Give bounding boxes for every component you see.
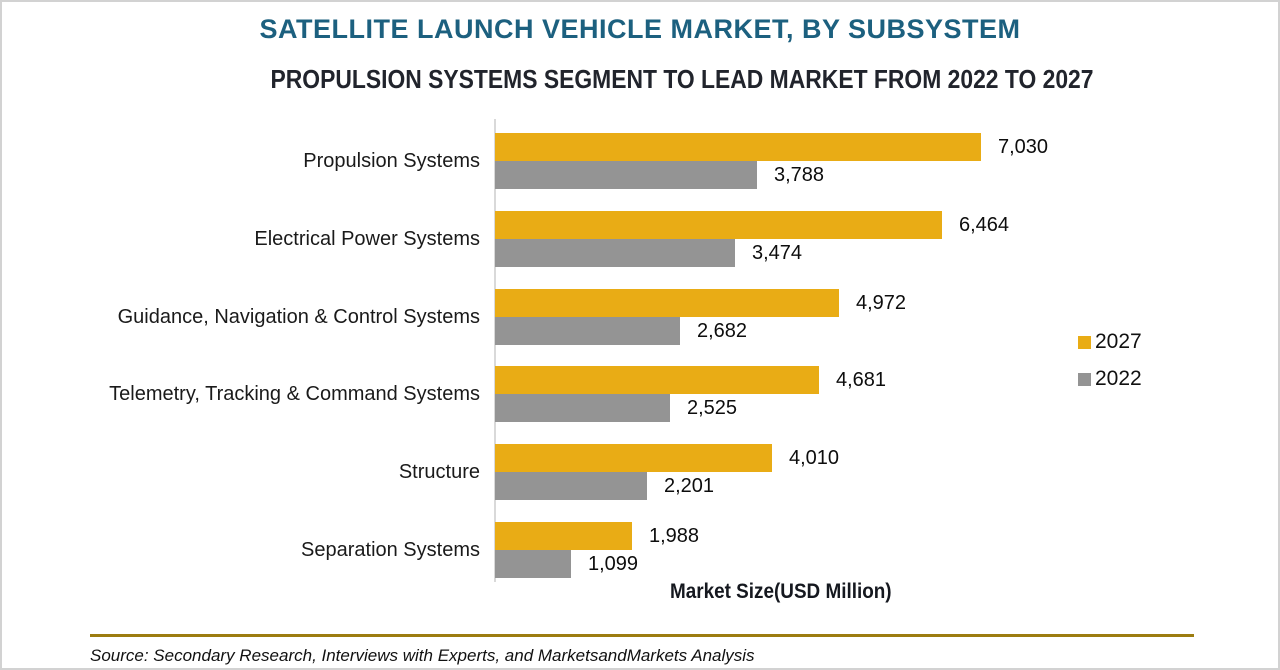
divider-line (90, 634, 1194, 637)
y-axis-line (494, 119, 496, 582)
source-note: Source: Secondary Research, Interviews w… (90, 646, 755, 665)
legend-swatch-2027 (1078, 335, 1091, 349)
x-axis-label: Market Size(USD Million) (670, 580, 892, 603)
legend-item-2027: 2027 (1078, 328, 1142, 356)
bar-value-2027: 4,681 (836, 368, 887, 391)
bar-2022 (495, 394, 670, 422)
bar-value-2022: 2,525 (687, 396, 738, 419)
bar-value-2022: 1,099 (588, 552, 639, 575)
bar-2022 (495, 161, 757, 189)
bar-2027 (495, 366, 819, 394)
legend-item-2022: 2022 (1078, 365, 1142, 393)
chart-legend: 2027 2022 (1078, 328, 1142, 402)
category-label: Electrical Power Systems (254, 228, 480, 250)
bar-value-2027: 4,010 (789, 446, 840, 469)
bar-2027 (495, 133, 981, 161)
bar-2022 (495, 550, 571, 578)
bar-value-2022: 2,682 (697, 319, 748, 342)
bar-value-2022: 3,474 (752, 241, 803, 264)
bar-value-2027: 4,972 (856, 291, 907, 314)
category-label: Propulsion Systems (303, 150, 480, 172)
bar-2022 (495, 317, 680, 345)
bar-value-2027: 7,030 (998, 135, 1049, 158)
category-label: Guidance, Navigation & Control Systems (117, 306, 480, 328)
category-label: Separation Systems (301, 539, 480, 561)
category-label: Telemetry, Tracking & Command Systems (109, 383, 480, 405)
bar-value-2022: 2,201 (664, 474, 715, 497)
bar-2027 (495, 522, 632, 550)
chart-subtitle: PROPULSION SYSTEMS SEGMENT TO LEAD MARKE… (270, 64, 1094, 94)
legend-swatch-2022 (1078, 372, 1091, 386)
legend-label-2022: 2022 (1095, 367, 1142, 390)
chart-title: SATELLITE LAUNCH VEHICLE MARKET, BY SUBS… (259, 14, 1021, 44)
bar-value-2027: 6,464 (959, 213, 1010, 236)
bar-2022 (495, 472, 647, 500)
bar-2027 (495, 444, 772, 472)
bar-2027 (495, 211, 942, 239)
bar-value-2027: 1,988 (649, 524, 700, 547)
category-label: Structure (398, 461, 480, 483)
bar-2027 (495, 289, 839, 317)
legend-label-2027: 2027 (1095, 330, 1142, 353)
bar-value-2022: 3,788 (774, 163, 825, 186)
bar-2022 (495, 239, 735, 267)
